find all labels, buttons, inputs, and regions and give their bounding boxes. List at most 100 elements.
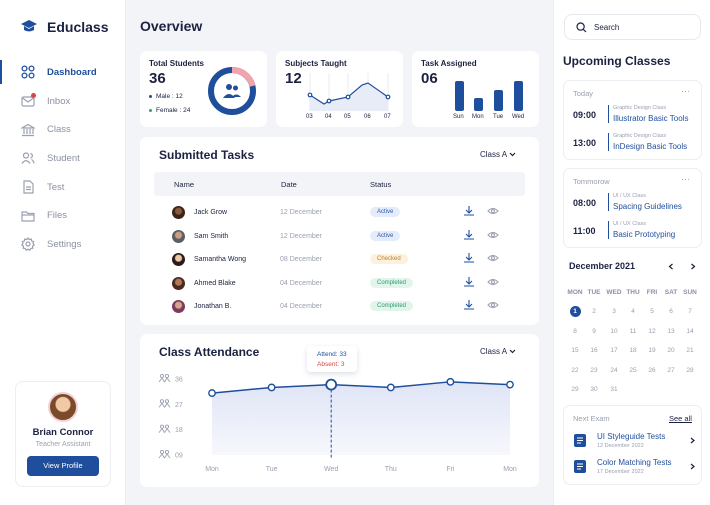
- exam-title[interactable]: Color Matching Tests: [597, 458, 672, 467]
- chevron-right-icon[interactable]: [690, 463, 695, 470]
- data-point[interactable]: [325, 378, 338, 391]
- eye-icon[interactable]: [487, 255, 499, 261]
- calendar-day[interactable]: 18: [629, 347, 637, 354]
- chevron-right-icon[interactable]: [690, 263, 696, 270]
- table-row[interactable]: Samantha Wong 08 December Checked: [172, 249, 512, 269]
- calendar-day[interactable]: 28: [686, 366, 694, 374]
- calendar-day[interactable]: 29: [571, 386, 579, 393]
- sidebar-item-test[interactable]: Test: [0, 173, 126, 202]
- download-icon[interactable]: [464, 253, 474, 263]
- class-name[interactable]: Illustrator Basic Tools: [613, 114, 689, 123]
- calendar-day[interactable]: 14: [686, 327, 694, 335]
- task-assigned-label: Task Assigned: [421, 59, 477, 68]
- calendar-day[interactable]: 4: [631, 308, 635, 315]
- calendar-day[interactable]: 1: [565, 306, 585, 317]
- calendar-day[interactable]: 27: [667, 366, 675, 374]
- calendar-day[interactable]: 17: [610, 347, 618, 354]
- calendar-day[interactable]: 5: [650, 308, 654, 315]
- data-point[interactable]: [386, 383, 395, 392]
- calendar-day[interactable]: 20: [667, 347, 675, 354]
- eye-icon[interactable]: [487, 232, 499, 238]
- data-point[interactable]: [208, 389, 216, 397]
- eye-icon[interactable]: [487, 279, 499, 285]
- calendar-day[interactable]: 15: [571, 347, 579, 354]
- class-filter-dropdown[interactable]: Class A: [480, 150, 516, 159]
- more-icon[interactable]: ···: [681, 174, 690, 184]
- class-name[interactable]: Spacing Guidelines: [613, 202, 682, 211]
- download-icon[interactable]: [464, 300, 474, 310]
- calendar-day[interactable]: 11: [629, 327, 637, 335]
- eye-icon[interactable]: [487, 208, 499, 214]
- day-tick: Sun: [453, 114, 464, 120]
- sidebar-item-dashboard[interactable]: Dashboard: [0, 58, 126, 87]
- data-point[interactable]: [506, 380, 514, 389]
- calendar-day[interactable]: 6: [669, 308, 673, 315]
- class-name[interactable]: InDesign Basic Tools: [613, 142, 688, 151]
- download-icon[interactable]: [464, 230, 474, 240]
- sidebar-item-settings[interactable]: Settings: [0, 230, 126, 259]
- folder-icon: [21, 211, 35, 222]
- calendar-day[interactable]: 16: [590, 347, 598, 354]
- calendar-day[interactable]: 9: [592, 327, 596, 335]
- calendar-month: December 2021: [569, 261, 636, 271]
- search-input[interactable]: Search: [564, 14, 701, 40]
- selected-day: 1: [569, 306, 581, 317]
- logo[interactable]: Educlass: [20, 16, 108, 38]
- sidebar-item-inbox[interactable]: Inbox: [0, 87, 126, 116]
- attendance-filter-dropdown[interactable]: Class A: [480, 347, 516, 356]
- calendar-day[interactable]: 13: [667, 327, 675, 335]
- sidebar-item-files[interactable]: Files: [0, 201, 126, 230]
- sidebar-item-class[interactable]: Class: [0, 115, 126, 144]
- calendar-day[interactable]: 21: [686, 347, 694, 354]
- calendar-day[interactable]: 8: [573, 327, 577, 335]
- sidebar-nav: Dashboard Inbox Class Student Test F: [0, 58, 126, 259]
- gear-icon: [21, 237, 35, 252]
- status-badge: Active: [370, 231, 401, 241]
- calendar-day[interactable]: 24: [610, 366, 618, 374]
- divider: [608, 221, 609, 239]
- task-bar: [474, 98, 483, 111]
- x-tick: Tue: [266, 466, 278, 473]
- calendar-day[interactable]: 30: [590, 386, 598, 393]
- avatar: [172, 276, 185, 290]
- calendar-day[interactable]: 22: [571, 366, 579, 374]
- male-dot: [149, 94, 152, 98]
- table-row[interactable]: Jonathan B. 04 December Completed: [172, 296, 512, 316]
- chevron-left-icon[interactable]: [668, 263, 674, 270]
- download-icon[interactable]: [464, 206, 474, 216]
- attendance-filter-value: Class A: [480, 347, 507, 356]
- calendar-day[interactable]: 12: [648, 327, 656, 335]
- more-icon[interactable]: ···: [681, 86, 690, 96]
- see-all-link[interactable]: See all: [669, 414, 692, 423]
- calendar-day[interactable]: 26: [648, 366, 656, 374]
- right-panel: Search Upcoming Classes Today ··· 09:00 …: [553, 0, 710, 505]
- view-profile-button[interactable]: View Profile: [27, 456, 99, 476]
- submission-date: 12 December: [280, 208, 323, 216]
- download-icon[interactable]: [464, 277, 474, 287]
- data-point[interactable]: [267, 383, 276, 392]
- calendar-day[interactable]: 23: [590, 366, 598, 374]
- calendar-day[interactable]: 25: [629, 366, 637, 374]
- student-name: Ahmed Blake: [194, 279, 236, 287]
- table-row[interactable]: Sam Smith 12 December Active: [172, 226, 512, 246]
- class-time: 08:00: [573, 198, 597, 208]
- calendar-day[interactable]: 2: [592, 308, 596, 315]
- class-name[interactable]: Basic Prototyping: [613, 230, 676, 239]
- x-tick: Mon: [503, 466, 517, 473]
- data-point[interactable]: [446, 377, 455, 386]
- calendar-day[interactable]: 10: [610, 327, 618, 335]
- table-row[interactable]: Jack Grow 12 December Active: [172, 202, 512, 222]
- chevron-right-icon[interactable]: [690, 437, 695, 444]
- calendar-day[interactable]: 31: [610, 386, 618, 393]
- calendar-day[interactable]: 3: [612, 308, 616, 315]
- table-row[interactable]: Ahmed Blake 04 December Completed: [172, 273, 512, 293]
- class-category: Graphic Design Class: [613, 105, 667, 111]
- exam-title[interactable]: UI Styleguide Tests: [597, 432, 666, 441]
- calendar-day[interactable]: 19: [648, 347, 656, 354]
- eye-icon[interactable]: [487, 302, 499, 308]
- calendar-day[interactable]: 7: [688, 308, 692, 315]
- x-tick: Fri: [446, 466, 455, 473]
- submission-date: 08 December: [280, 255, 323, 263]
- sidebar-item-student[interactable]: Student: [0, 144, 126, 173]
- x-tick: 03: [306, 114, 313, 120]
